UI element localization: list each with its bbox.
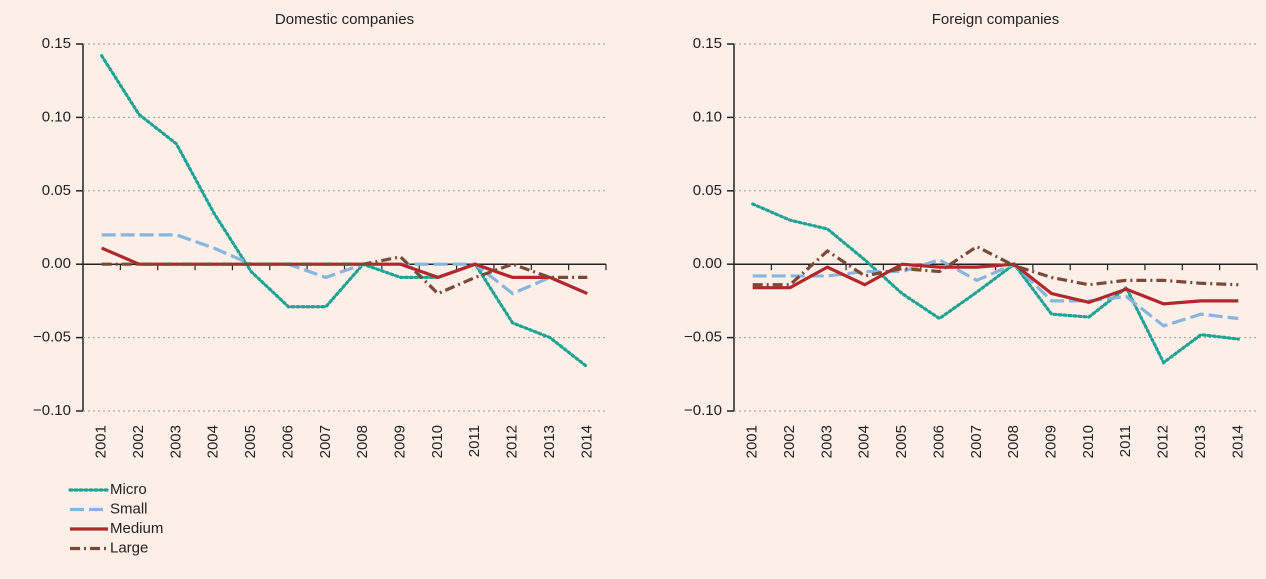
y-tick-label: −0.05: [684, 329, 722, 346]
y-tick-label: −0.10: [33, 402, 71, 419]
x-tick-label: 2001: [744, 425, 761, 458]
x-tick-label: 2005: [893, 425, 910, 458]
x-tick-label: 2012: [1155, 425, 1172, 458]
x-tick-label: 2010: [429, 425, 446, 458]
series-line: [752, 262, 1239, 306]
y-tick-label: −0.05: [33, 329, 71, 346]
y-tick-label: 0.10: [42, 108, 71, 125]
y-tick-label: 0.00: [693, 255, 722, 272]
x-tick-label: 2006: [930, 425, 947, 458]
series-line: [751, 202, 1240, 365]
y-tick-label: 0.05: [693, 182, 722, 199]
series-line: [100, 54, 589, 369]
x-tick-label: 2011: [1117, 425, 1134, 457]
x-tick-label: 2002: [130, 425, 147, 458]
x-tick-label: 2008: [354, 425, 371, 458]
y-tick-label: −0.10: [684, 402, 722, 419]
y-tick-label: 0.15: [693, 35, 722, 52]
y-tick-label: 0.05: [42, 182, 71, 199]
x-tick-label: 2003: [167, 425, 184, 458]
x-tick-label: 2001: [93, 425, 110, 458]
legend-label: Medium: [110, 520, 163, 537]
series-line: [101, 233, 588, 296]
chart-title: Foreign companies: [932, 11, 1060, 28]
x-tick-label: 2006: [279, 425, 296, 458]
x-tick-label: 2004: [205, 425, 222, 458]
x-tick-label: 2011: [466, 425, 483, 457]
x-tick-label: 2007: [317, 425, 334, 458]
x-tick-label: 2014: [578, 425, 595, 458]
chart-title: Domestic companies: [275, 11, 414, 28]
x-tick-label: 2013: [1192, 425, 1209, 458]
x-tick-label: 2002: [781, 425, 798, 458]
x-tick-label: 2010: [1080, 425, 1097, 458]
x-tick-label: 2003: [818, 425, 835, 458]
x-tick-label: 2005: [242, 425, 259, 458]
y-tick-label: 0.10: [693, 108, 722, 125]
series-line: [752, 244, 1239, 287]
x-tick-label: 2009: [392, 425, 409, 458]
x-tick-label: 2009: [1043, 425, 1060, 458]
x-tick-label: 2007: [968, 425, 985, 458]
legend-label: Small: [110, 500, 148, 517]
x-tick-label: 2014: [1229, 425, 1246, 458]
x-tick-label: 2013: [541, 425, 558, 458]
legend-label: Large: [110, 539, 148, 556]
x-tick-label: 2008: [1005, 425, 1022, 458]
series-line: [752, 258, 1239, 328]
x-tick-label: 2004: [856, 425, 873, 458]
y-tick-label: 0.00: [42, 255, 71, 272]
x-tick-label: 2012: [504, 425, 521, 458]
legend-label: Micro: [110, 481, 147, 498]
series-line: [101, 255, 588, 296]
y-tick-label: 0.15: [42, 35, 71, 52]
